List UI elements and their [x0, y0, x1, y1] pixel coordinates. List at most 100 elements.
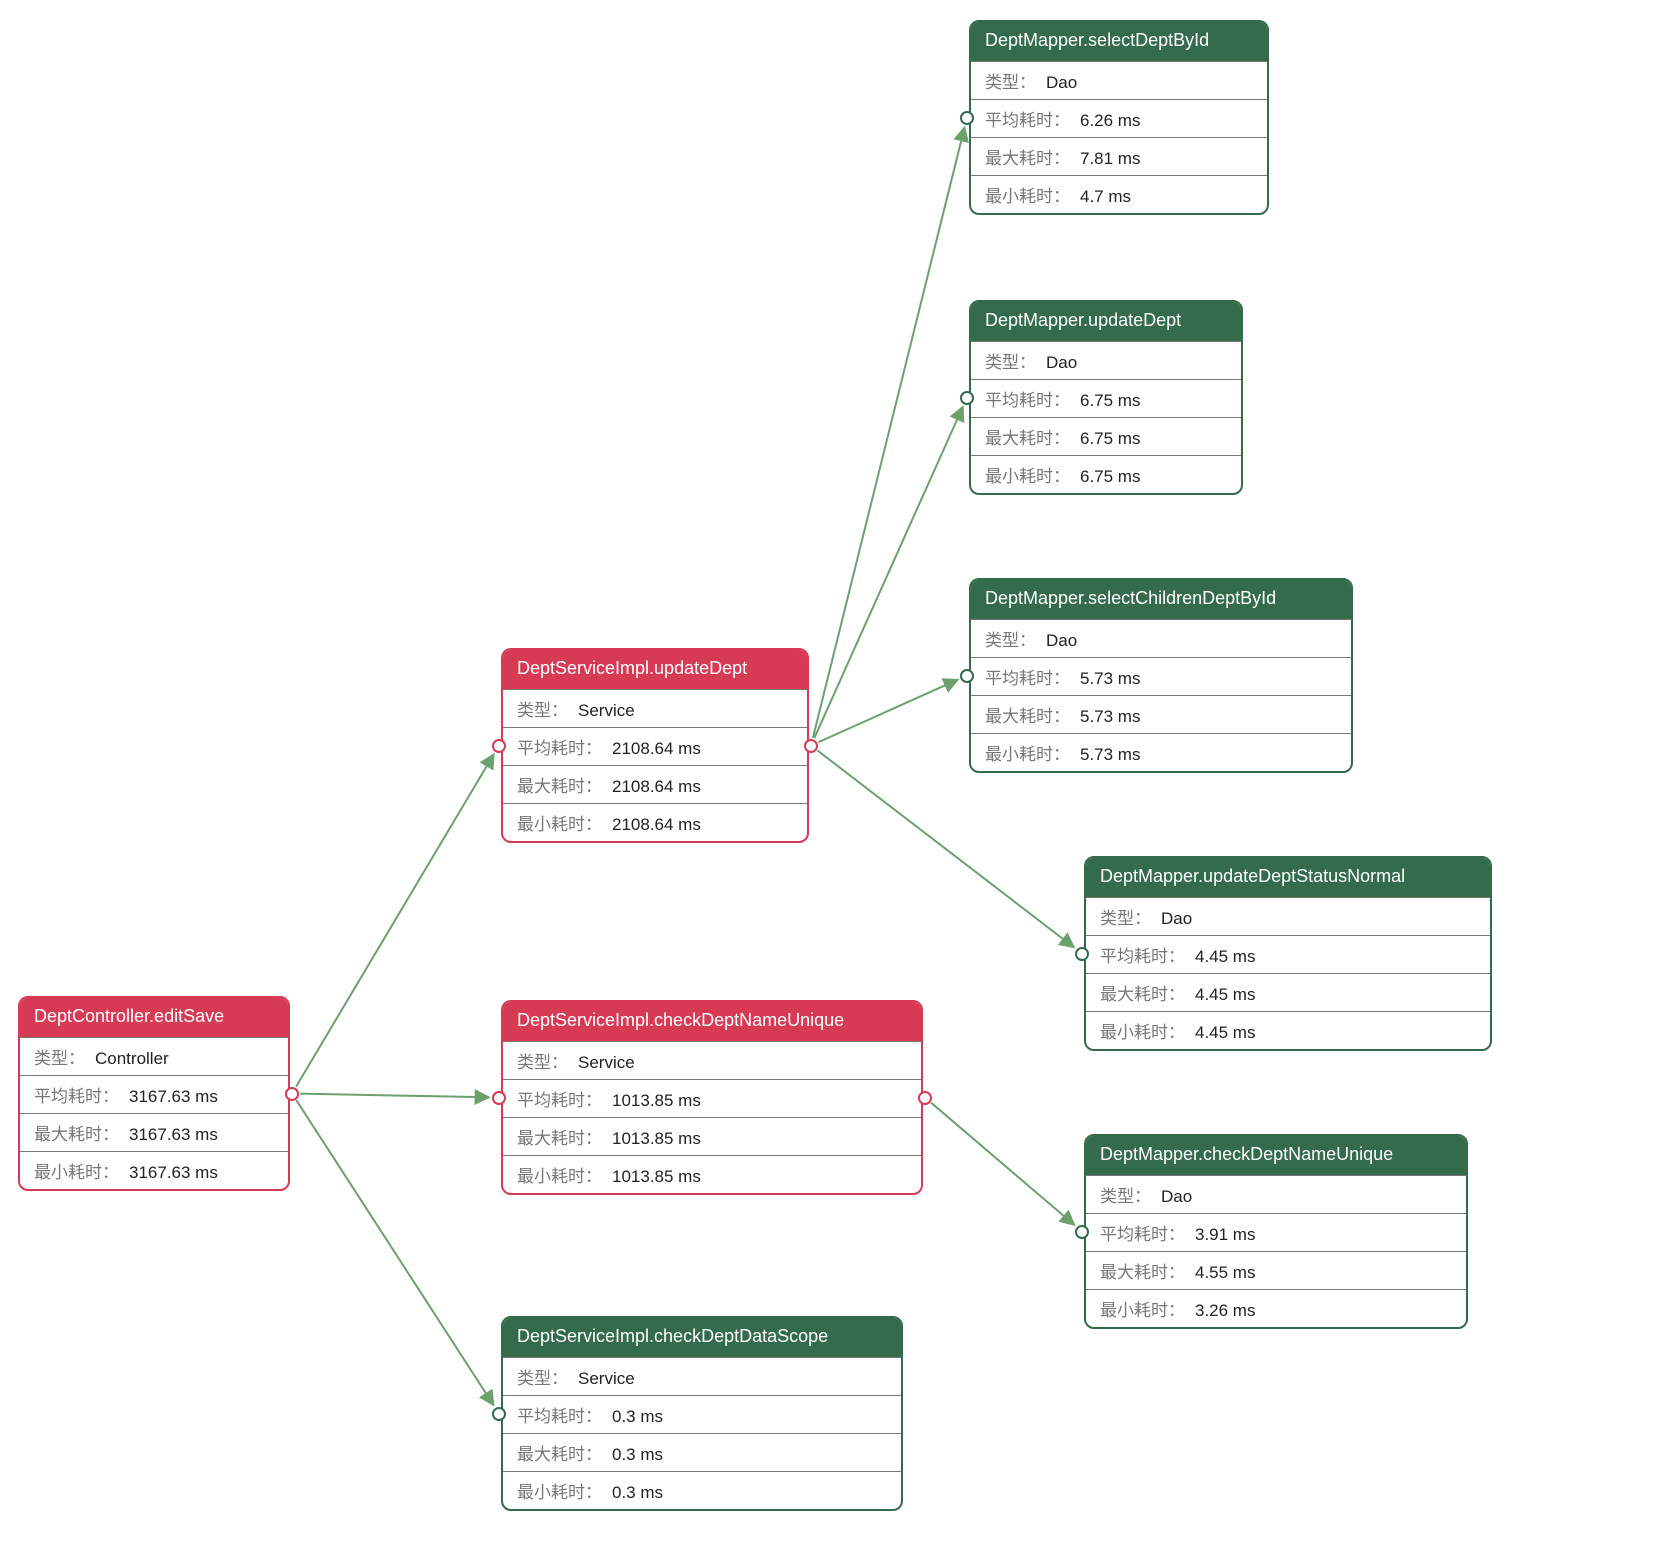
connection-port [492, 1091, 506, 1105]
edge [814, 407, 963, 739]
node-n-svc-scope: DeptServiceImpl.checkDeptDataScope 类型： Ser… [501, 1316, 903, 1511]
node-row-min: 最小耗时： 4.45 ms [1086, 1011, 1490, 1049]
node-n-dao-status: DeptMapper.updateDeptStatusNormal类型：Dao平… [1084, 856, 1492, 1051]
node-row-min: 最小耗时：2108.64 ms [503, 803, 807, 841]
row-value: 5.73 ms [1080, 707, 1140, 727]
row-label: 类型： [34, 1044, 85, 1069]
node-rows: 类型：Service平均耗时：0.3 ms最大耗时：0.3 ms最小耗时：0.3… [503, 1357, 901, 1509]
row-value: Service [578, 1369, 635, 1389]
node-row-max: 最大耗时：6.75 ms [971, 417, 1241, 455]
row-label: 最小耗时： [517, 1162, 602, 1187]
row-value: 2108.64 ms [612, 815, 701, 835]
node-row-avg: 平均耗时：3167.63 ms [20, 1075, 288, 1113]
node-rows: 类型：Dao平均耗时：6.75 ms最大耗时：6.75 ms最小耗时：6.75 … [971, 341, 1241, 493]
row-label: 最小耗时： [1100, 1018, 1185, 1043]
node-title: DeptMapper.selectChildrenDeptById [971, 580, 1351, 619]
row-label: 最大耗时： [985, 144, 1070, 169]
edge [300, 1094, 489, 1098]
node-row-max: 最大耗时：1013.85 ms [503, 1117, 921, 1155]
node-row-avg: 平均耗时： 6.26 ms [971, 99, 1267, 137]
node-n-dao-update: DeptMapper.updateDept类型：Dao平均耗时：6.75 ms最… [969, 300, 1243, 495]
row-label: 最小耗时： [1100, 1296, 1185, 1321]
node-title: DeptMapper.checkDeptNameUnique [1086, 1136, 1466, 1175]
row-label: 平均耗时： [517, 1402, 602, 1427]
row-label: 类型： [517, 1048, 568, 1073]
row-label: 最小耗时： [985, 462, 1070, 487]
row-value: 6.75 ms [1080, 391, 1140, 411]
row-value: 4.45 ms [1195, 1023, 1255, 1043]
node-row-min: 最小耗时：4.7 ms [971, 175, 1267, 213]
node-row-type: 类型： Dao [971, 61, 1267, 99]
row-label: 平均耗时： [517, 734, 602, 759]
row-value: 6.75 ms [1080, 429, 1140, 449]
node-row-type: 类型： Service [503, 1041, 921, 1079]
row-label: 最大耗时： [517, 1440, 602, 1465]
node-rows: 类型：Dao平均耗时：4.45 ms最大耗时：4.45 ms最小耗时：4.45 … [1086, 897, 1490, 1049]
connection-port [918, 1091, 932, 1105]
row-label: 最大耗时： [1100, 980, 1185, 1005]
row-label: 平均耗时： [517, 1086, 602, 1111]
row-label: 最小耗时： [34, 1158, 119, 1183]
node-title: DeptMapper.updateDept [971, 302, 1241, 341]
row-label: 最大耗时： [517, 1124, 602, 1149]
row-value: 4.45 ms [1195, 947, 1255, 967]
row-label: 最大耗时： [34, 1120, 119, 1145]
row-label: 平均耗时： [34, 1082, 119, 1107]
row-value: 5.73 ms [1080, 669, 1140, 689]
node-title: DeptServiceImpl.updateDept [503, 650, 807, 689]
node-row-min: 最小耗时： 3.26 ms [1086, 1289, 1466, 1327]
row-value: 7.81 ms [1080, 149, 1140, 169]
row-label: 类型： [1100, 904, 1151, 929]
row-value: 0.3 ms [612, 1407, 663, 1427]
row-label: 平均耗时： [985, 106, 1070, 131]
row-value: 3.26 ms [1195, 1301, 1255, 1321]
node-row-type: 类型：Dao [971, 341, 1241, 379]
connection-port [492, 1407, 506, 1421]
row-value: Dao [1046, 73, 1077, 93]
row-value: 2108.64 ms [612, 739, 701, 759]
row-value: 2108.64 ms [612, 777, 701, 797]
node-row-avg: 平均耗时： 2108.64 ms [503, 727, 807, 765]
node-title: DeptServiceImpl.checkDeptDataScope [503, 1318, 901, 1357]
row-label: 平均耗时： [1100, 942, 1185, 967]
row-value: 3167.63 ms [129, 1125, 218, 1145]
row-label: 最大耗时： [985, 702, 1070, 727]
row-label: 类型： [985, 626, 1036, 651]
edge [296, 754, 494, 1087]
connection-port [960, 669, 974, 683]
edge [817, 750, 1074, 947]
node-row-max: 最大耗时： 5.73 ms [971, 695, 1351, 733]
node-n-dao-selchild: DeptMapper.selectChildrenDeptById 类型： Dao 平… [969, 578, 1353, 773]
row-value: Service [578, 1053, 635, 1073]
row-label: 类型： [985, 348, 1036, 373]
row-label: 类型： [517, 1364, 568, 1389]
row-value: Controller [95, 1049, 169, 1069]
row-label: 平均耗时： [985, 664, 1070, 689]
node-n-svc-update: DeptServiceImpl.updateDept类型：Service平均耗时… [501, 648, 809, 843]
node-row-type: 类型：Service [503, 689, 807, 727]
node-n-svc-check: DeptServiceImpl.checkDeptNameUnique类型：Se… [501, 1000, 923, 1195]
row-value: Dao [1046, 631, 1077, 651]
node-n-controller: DeptController.editSave类型：Controller平均耗时… [18, 996, 290, 1191]
connection-port [285, 1087, 299, 1101]
node-row-type: 类型：Dao [1086, 897, 1490, 935]
connection-port [960, 111, 974, 125]
row-label: 最大耗时： [1100, 1258, 1185, 1283]
node-row-type: 类型： Controller [20, 1037, 288, 1075]
node-row-avg: 平均耗时： 0.3 ms [503, 1395, 901, 1433]
node-rows: 类型： Dao 平均耗时： 6.26 ms 最大耗时： 7.81 ms 最小耗时：4.7 m… [971, 61, 1267, 213]
node-n-dao-selbyid: DeptMapper.selectDeptById类型：Dao平均耗时：6.26… [969, 20, 1269, 215]
node-row-min: 最小耗时：3167.63 ms [20, 1151, 288, 1189]
node-row-max: 最大耗时： 3167.63 ms [20, 1113, 288, 1151]
row-value: 0.3 ms [612, 1483, 663, 1503]
node-row-avg: 平均耗时： 5.73 ms [971, 657, 1351, 695]
row-value: 3.91 ms [1195, 1225, 1255, 1245]
row-value: 0.3 ms [612, 1445, 663, 1465]
row-value: 6.75 ms [1080, 467, 1140, 487]
row-value: 6.26 ms [1080, 111, 1140, 131]
row-label: 类型： [985, 68, 1036, 93]
connection-port [1075, 1225, 1089, 1239]
node-rows: 类型：Dao平均耗时：3.91 ms最大耗时：4.55 ms最小耗时：3.26 … [1086, 1175, 1466, 1327]
node-row-type: 类型： Dao [971, 619, 1351, 657]
node-row-max: 最大耗时：4.55 ms [1086, 1251, 1466, 1289]
